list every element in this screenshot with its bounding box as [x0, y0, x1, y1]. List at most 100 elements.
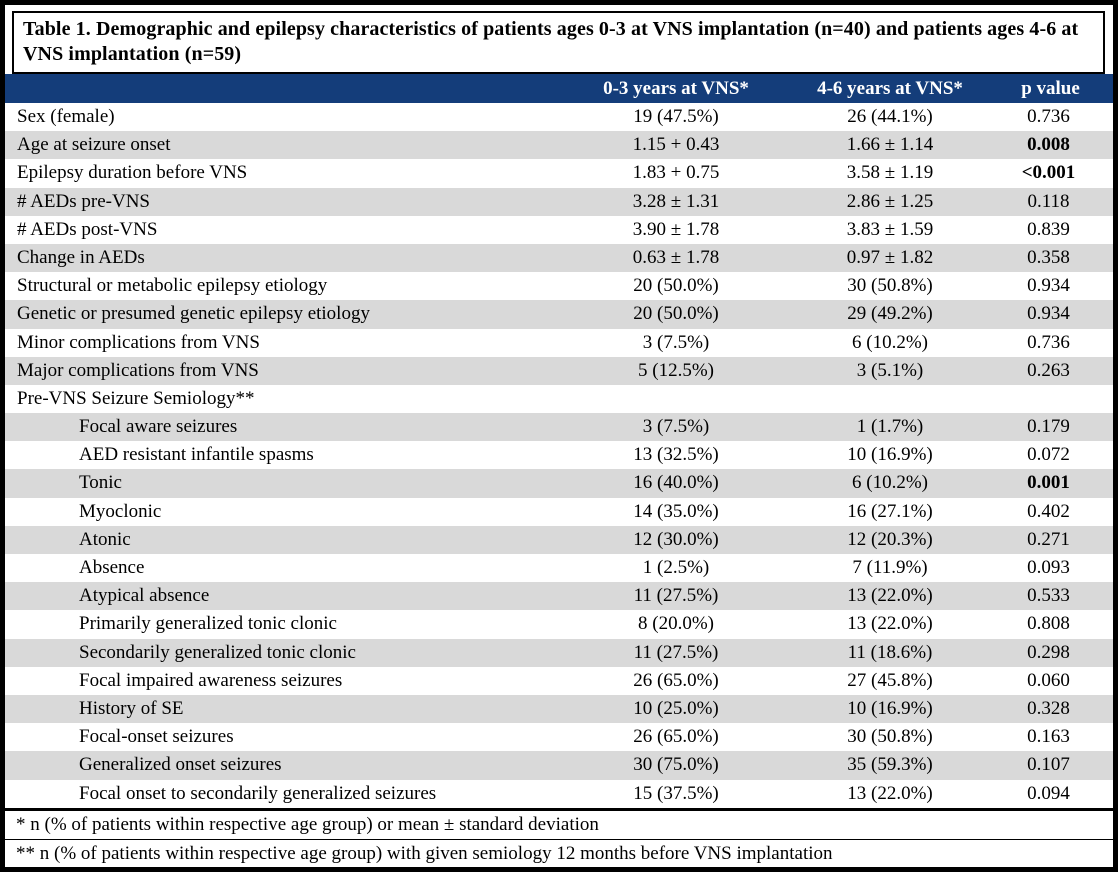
value-0-3-years: 20 (50.0%)	[633, 303, 719, 325]
table-row: Atypical absence 11 (27.5%) 13 (22.0%) 0.53…	[5, 582, 1113, 611]
table-row: Epilepsy duration before VNS 1.83 + 0.75 3…	[5, 159, 1113, 187]
row-label: Focal-onset seizures	[79, 726, 234, 748]
value-4-6-years: 1.66 ± 1.14	[846, 134, 934, 156]
p-value: 0.328	[1027, 697, 1070, 719]
row-label: AED resistant infantile spasms	[79, 444, 314, 466]
value-0-3-years: 3.90 ± 1.78	[632, 218, 720, 240]
row-label: # AEDs pre-VNS	[17, 190, 150, 212]
p-value: 0.934	[1027, 275, 1070, 297]
table-row: AED resistant infantile spasms 13 (32.5%)…	[5, 441, 1113, 469]
p-value: 0.107	[1027, 754, 1070, 776]
value-4-6-years: 13 (22.0%)	[847, 782, 933, 804]
p-value: 0.402	[1027, 500, 1070, 522]
row-label: Epilepsy duration before VNS	[17, 162, 248, 184]
row-label: Focal impaired awareness seizures	[79, 669, 343, 691]
value-4-6-years: 0.97 ± 1.82	[846, 246, 934, 268]
table-row: Focal impaired awareness seizures 26 (65.…	[5, 667, 1113, 695]
value-4-6-years: 12 (20.3%)	[847, 528, 933, 550]
value-4-6-years: 7 (11.9%)	[852, 557, 928, 578]
p-value: 0.808	[1027, 613, 1070, 635]
value-0-3-years: 8 (20.0%)	[638, 613, 714, 635]
value-0-3-years: 19 (47.5%)	[633, 106, 719, 127]
value-0-3-years: 13 (32.5%)	[633, 444, 719, 466]
table-row: Absence 1 (2.5%) 7 (11.9%) 0.093	[5, 554, 1113, 582]
value-4-6-years: 3 (5.1%)	[856, 359, 924, 381]
value-4-6-years: 26 (44.1%)	[847, 106, 933, 127]
value-4-6-years: 6 (10.2%)	[852, 472, 928, 494]
table-row: Primarily generalized tonic clonic 8 (20.…	[5, 610, 1113, 638]
row-label: Tonic	[79, 472, 122, 494]
value-0-3-years: 1 (2.5%)	[642, 557, 710, 578]
p-value: 0.298	[1027, 641, 1070, 663]
table-footnotes: * n (% of patients within respective age…	[5, 807, 1113, 867]
p-value: 0.163	[1027, 726, 1070, 748]
table-row: Pre-VNS Seizure Semiology**	[5, 385, 1113, 413]
value-0-3-years: 16 (40.0%)	[633, 472, 719, 494]
table-row: Atonic 12 (30.0%) 12 (20.3%) 0.271	[5, 525, 1113, 554]
row-label: Focal onset to secondarily generalized s…	[79, 782, 437, 804]
row-label: Atonic	[79, 528, 131, 550]
value-0-3-years: 26 (65.0%)	[633, 726, 719, 748]
value-0-3-years: 11 (27.5%)	[633, 641, 719, 663]
value-0-3-years: 26 (65.0%)	[633, 669, 719, 691]
table-row: Myoclonic 14 (35.0%) 16 (27.1%) 0.402	[5, 498, 1113, 526]
row-label: Age at seizure onset	[17, 134, 171, 156]
p-value: 0.094	[1027, 782, 1070, 804]
row-label: Major complications from VNS	[17, 359, 259, 381]
row-label: Myoclonic	[79, 500, 162, 522]
table-title: Table 1. Demographic and epilepsy charac…	[12, 11, 1105, 74]
value-4-6-years: 3.83 ± 1.59	[846, 218, 934, 240]
table-header-row: 0-3 years at VNS* 4-6 years at VNS* p va…	[5, 74, 1113, 103]
value-4-6-years	[782, 385, 998, 413]
p-value: 0.358	[1027, 246, 1070, 268]
table-row: Tonic 16 (40.0%) 6 (10.2%) 0.001	[5, 469, 1113, 498]
value-4-6-years: 35 (59.3%)	[847, 754, 933, 776]
value-4-6-years: 3.58 ± 1.19	[846, 162, 934, 184]
value-4-6-years: 11 (18.6%)	[847, 641, 933, 663]
p-value: 0.736	[1027, 106, 1070, 127]
row-label: # AEDs post-VNS	[17, 218, 158, 240]
p-value: 0.060	[1027, 669, 1070, 691]
table-row: Focal onset to secondarily generalized s…	[5, 780, 1113, 808]
p-value: <0.001	[1021, 162, 1076, 184]
p-value: 0.179	[1027, 416, 1070, 438]
p-value: 0.093	[1027, 557, 1070, 578]
table-row: Major complications from VNS 5 (12.5%) 3 (…	[5, 356, 1113, 385]
value-0-3-years: 15 (37.5%)	[633, 782, 719, 804]
value-4-6-years: 13 (22.0%)	[847, 613, 933, 635]
row-label: Structural or metabolic epilepsy etiolog…	[17, 275, 328, 297]
value-0-3-years: 3.28 ± 1.31	[632, 190, 720, 212]
row-label: History of SE	[79, 697, 184, 719]
row-label: Sex (female)	[17, 106, 115, 127]
p-value: 0.533	[1027, 585, 1070, 607]
footnote-double-asterisk: ** n (% of patients within respective ag…	[5, 838, 1113, 867]
table-row: Minor complications from VNS 3 (7.5%) 6 (1…	[5, 329, 1113, 357]
p-value: 0.934	[1027, 303, 1070, 325]
header-label-column	[5, 74, 570, 103]
table-row: Age at seizure onset 1.15 + 0.43 1.66 ± 1.…	[5, 131, 1113, 160]
value-4-6-years: 10 (16.9%)	[847, 697, 933, 719]
value-0-3-years: 10 (25.0%)	[633, 697, 719, 719]
table-body: Sex (female) 19 (47.5%) 26 (44.1%) 0.736 Age…	[5, 103, 1113, 808]
value-0-3-years: 3 (7.5%)	[642, 416, 710, 438]
value-4-6-years: 10 (16.9%)	[847, 444, 933, 466]
row-label: Generalized onset seizures	[79, 754, 282, 776]
p-value: 0.072	[1027, 444, 1070, 466]
header-col-p-value: p value	[1021, 78, 1080, 99]
row-label: Atypical absence	[79, 585, 210, 607]
header-col-4-6-years: 4-6 years at VNS*	[817, 78, 963, 99]
row-label: Minor complications from VNS	[17, 331, 260, 353]
p-value: 0.118	[1027, 190, 1070, 212]
table-row: Secondarily generalized tonic clonic 11 (…	[5, 638, 1113, 667]
row-label: Genetic or presumed genetic epilepsy eti…	[17, 303, 370, 325]
value-0-3-years: 20 (50.0%)	[633, 275, 719, 297]
value-4-6-years: 30 (50.8%)	[847, 275, 933, 297]
p-value: 0.736	[1027, 331, 1070, 353]
p-value: 0.001	[1027, 472, 1070, 494]
p-value: 0.271	[1027, 528, 1070, 550]
row-label: Change in AEDs	[17, 246, 145, 268]
value-4-6-years: 29 (49.2%)	[847, 303, 933, 325]
value-4-6-years: 2.86 ± 1.25	[846, 190, 934, 212]
table-row: # AEDs pre-VNS 3.28 ± 1.31 2.86 ± 1.25 0.11…	[5, 187, 1113, 216]
value-0-3-years: 3 (7.5%)	[642, 331, 710, 353]
